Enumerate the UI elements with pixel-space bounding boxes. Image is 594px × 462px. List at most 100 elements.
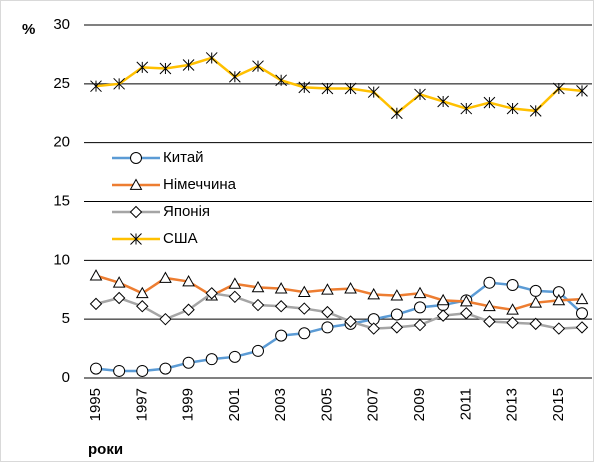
- marker: [182, 356, 195, 369]
- marker: [552, 322, 566, 335]
- x-tick-label: 2011: [457, 388, 474, 420]
- marker: [159, 271, 172, 283]
- legend-marker: [129, 178, 143, 190]
- marker: [159, 362, 172, 375]
- series-line: [95, 274, 583, 312]
- marker: [228, 350, 241, 363]
- x-axis-label: роки: [88, 441, 123, 458]
- marker: [298, 302, 311, 315]
- marker: [297, 285, 311, 298]
- marker: [182, 59, 195, 71]
- marker: [321, 321, 334, 334]
- x-tick-label: 1997: [133, 388, 150, 421]
- marker: [576, 85, 588, 97]
- marker: [182, 274, 195, 287]
- x-tick-label: 2015: [550, 388, 567, 421]
- marker: [414, 88, 426, 101]
- marker: [113, 364, 126, 377]
- marker: [182, 303, 195, 316]
- marker: [390, 321, 404, 334]
- marker: [136, 364, 149, 377]
- marker: [436, 309, 450, 322]
- marker: [575, 321, 589, 334]
- marker: [413, 318, 427, 332]
- marker: [321, 283, 334, 295]
- y-tick-label: 0: [62, 369, 70, 386]
- marker: [390, 289, 404, 301]
- x-tick-label: 2013: [504, 388, 521, 421]
- marker: [252, 60, 264, 73]
- marker: [89, 297, 103, 311]
- marker: [113, 77, 125, 90]
- marker: [135, 286, 149, 299]
- y-tick-label: 25: [53, 75, 70, 92]
- marker: [298, 81, 311, 94]
- marker: [275, 329, 288, 342]
- marker: [275, 74, 287, 87]
- marker: [112, 276, 126, 288]
- marker: [205, 353, 218, 366]
- x-tick-label: 1999: [180, 388, 197, 421]
- marker: [159, 312, 172, 326]
- marker: [506, 102, 519, 115]
- y-tick-label: 5: [62, 310, 70, 327]
- marker: [483, 96, 496, 109]
- legend-marker: [130, 233, 142, 245]
- marker: [483, 299, 496, 312]
- marker: [321, 82, 334, 95]
- legend-label: Японія: [163, 203, 210, 220]
- marker: [529, 105, 542, 117]
- marker: [506, 303, 519, 315]
- marker: [529, 317, 542, 331]
- marker: [483, 276, 496, 289]
- legend-marker: [129, 205, 143, 219]
- marker: [506, 316, 519, 329]
- marker: [367, 322, 380, 335]
- marker: [298, 327, 311, 340]
- x-tick-label: 2007: [365, 388, 382, 421]
- y-axis-label: %: [22, 21, 35, 38]
- marker: [460, 102, 473, 115]
- marker: [367, 86, 380, 98]
- marker: [228, 277, 242, 289]
- legend-label: США: [163, 230, 198, 247]
- marker: [112, 291, 126, 305]
- marker: [205, 52, 218, 64]
- marker: [575, 292, 589, 305]
- marker: [90, 362, 102, 375]
- marker: [367, 287, 381, 300]
- marker: [460, 307, 473, 320]
- marker: [390, 308, 403, 321]
- legend-label: Німеччина: [163, 176, 237, 193]
- x-tick-label: 2009: [411, 388, 428, 421]
- marker: [436, 293, 450, 306]
- x-tick-label: 1995: [87, 388, 104, 421]
- series-line: [95, 291, 583, 330]
- x-tick-label: 2003: [272, 388, 289, 421]
- legend-label: Китай: [163, 149, 204, 166]
- y-tick-label: 20: [53, 134, 70, 151]
- marker: [483, 315, 496, 328]
- marker: [391, 107, 403, 120]
- marker: [89, 269, 103, 281]
- series-line: [95, 281, 583, 373]
- x-tick-label: 2001: [226, 388, 243, 421]
- marker: [437, 95, 449, 108]
- marker: [252, 344, 264, 357]
- legend-marker: [130, 152, 142, 164]
- marker: [228, 290, 242, 304]
- marker: [552, 293, 566, 306]
- y-tick-label: 15: [53, 192, 70, 209]
- marker: [136, 300, 149, 313]
- marker: [159, 62, 172, 75]
- marker: [506, 279, 519, 292]
- marker: [90, 80, 102, 93]
- marker: [251, 298, 265, 312]
- marker: [136, 61, 149, 74]
- marker: [274, 300, 288, 313]
- marker: [321, 305, 334, 319]
- marker: [413, 286, 427, 299]
- marker: [529, 284, 542, 297]
- marker: [553, 82, 565, 95]
